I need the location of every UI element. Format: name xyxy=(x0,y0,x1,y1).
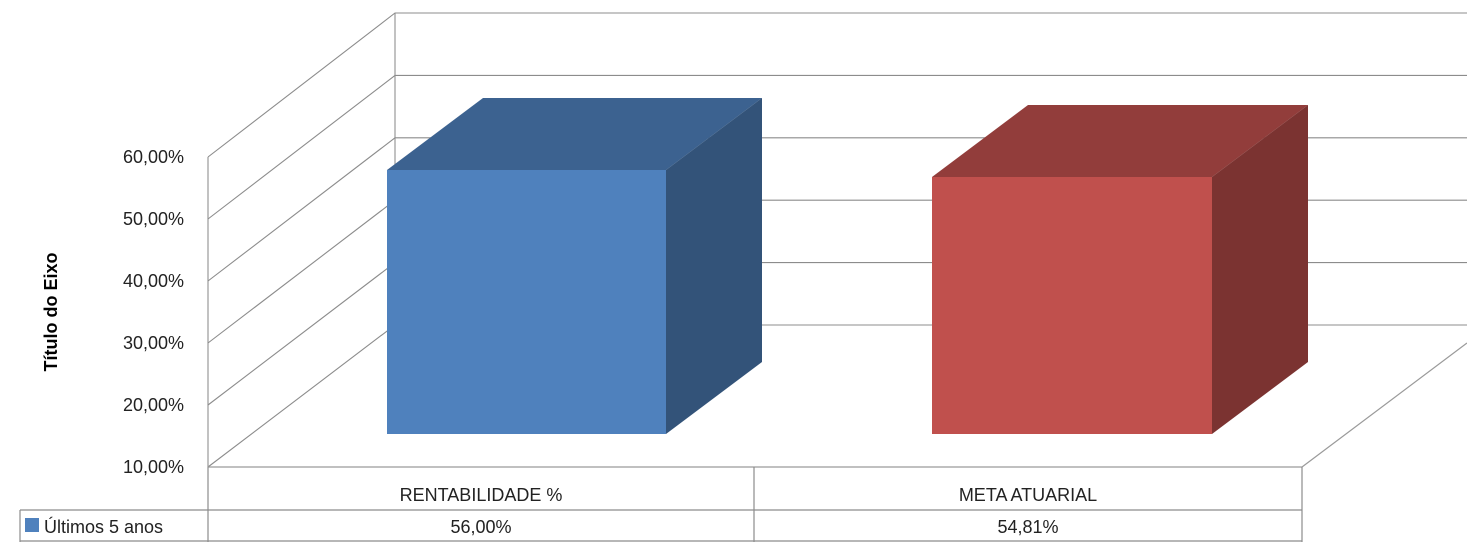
x-category-label: RENTABILIDADE % xyxy=(400,485,563,505)
chart-walls xyxy=(207,13,396,467)
gridline xyxy=(207,74,1467,220)
gridline xyxy=(207,12,1467,158)
bar-front-face xyxy=(932,177,1212,434)
data-label: 56,00% xyxy=(450,517,511,537)
data-label: 54,81% xyxy=(997,517,1058,537)
bar-front-face xyxy=(387,170,666,434)
legend-series-name: Últimos 5 anos xyxy=(44,516,163,537)
y-tick-label: 10,00% xyxy=(123,457,184,477)
y-tick-label: 30,00% xyxy=(123,333,184,353)
y-tick-labels: 10,00% 20,00% 30,00% 40,00% 50,00% 60,00% xyxy=(123,147,184,477)
y-tick-label: 40,00% xyxy=(123,271,184,291)
y-tick-label: 20,00% xyxy=(123,395,184,415)
y-tick-label: 60,00% xyxy=(123,147,184,167)
x-category-label: META ATUARIAL xyxy=(959,485,1097,505)
bar-side-face xyxy=(666,98,762,434)
y-axis-title: Título do Eixo xyxy=(41,253,61,372)
y-tick-label: 50,00% xyxy=(123,209,184,229)
data-table: RENTABILIDADE % 56,00% META ATUARIAL 54,81%… xyxy=(19,467,1303,542)
bars xyxy=(387,98,1308,434)
bar-top-face xyxy=(932,105,1308,177)
bar-side-face xyxy=(1212,105,1308,434)
bar xyxy=(932,105,1308,434)
bar xyxy=(387,98,762,434)
bar-top-face xyxy=(387,98,762,170)
legend-key xyxy=(25,518,39,532)
